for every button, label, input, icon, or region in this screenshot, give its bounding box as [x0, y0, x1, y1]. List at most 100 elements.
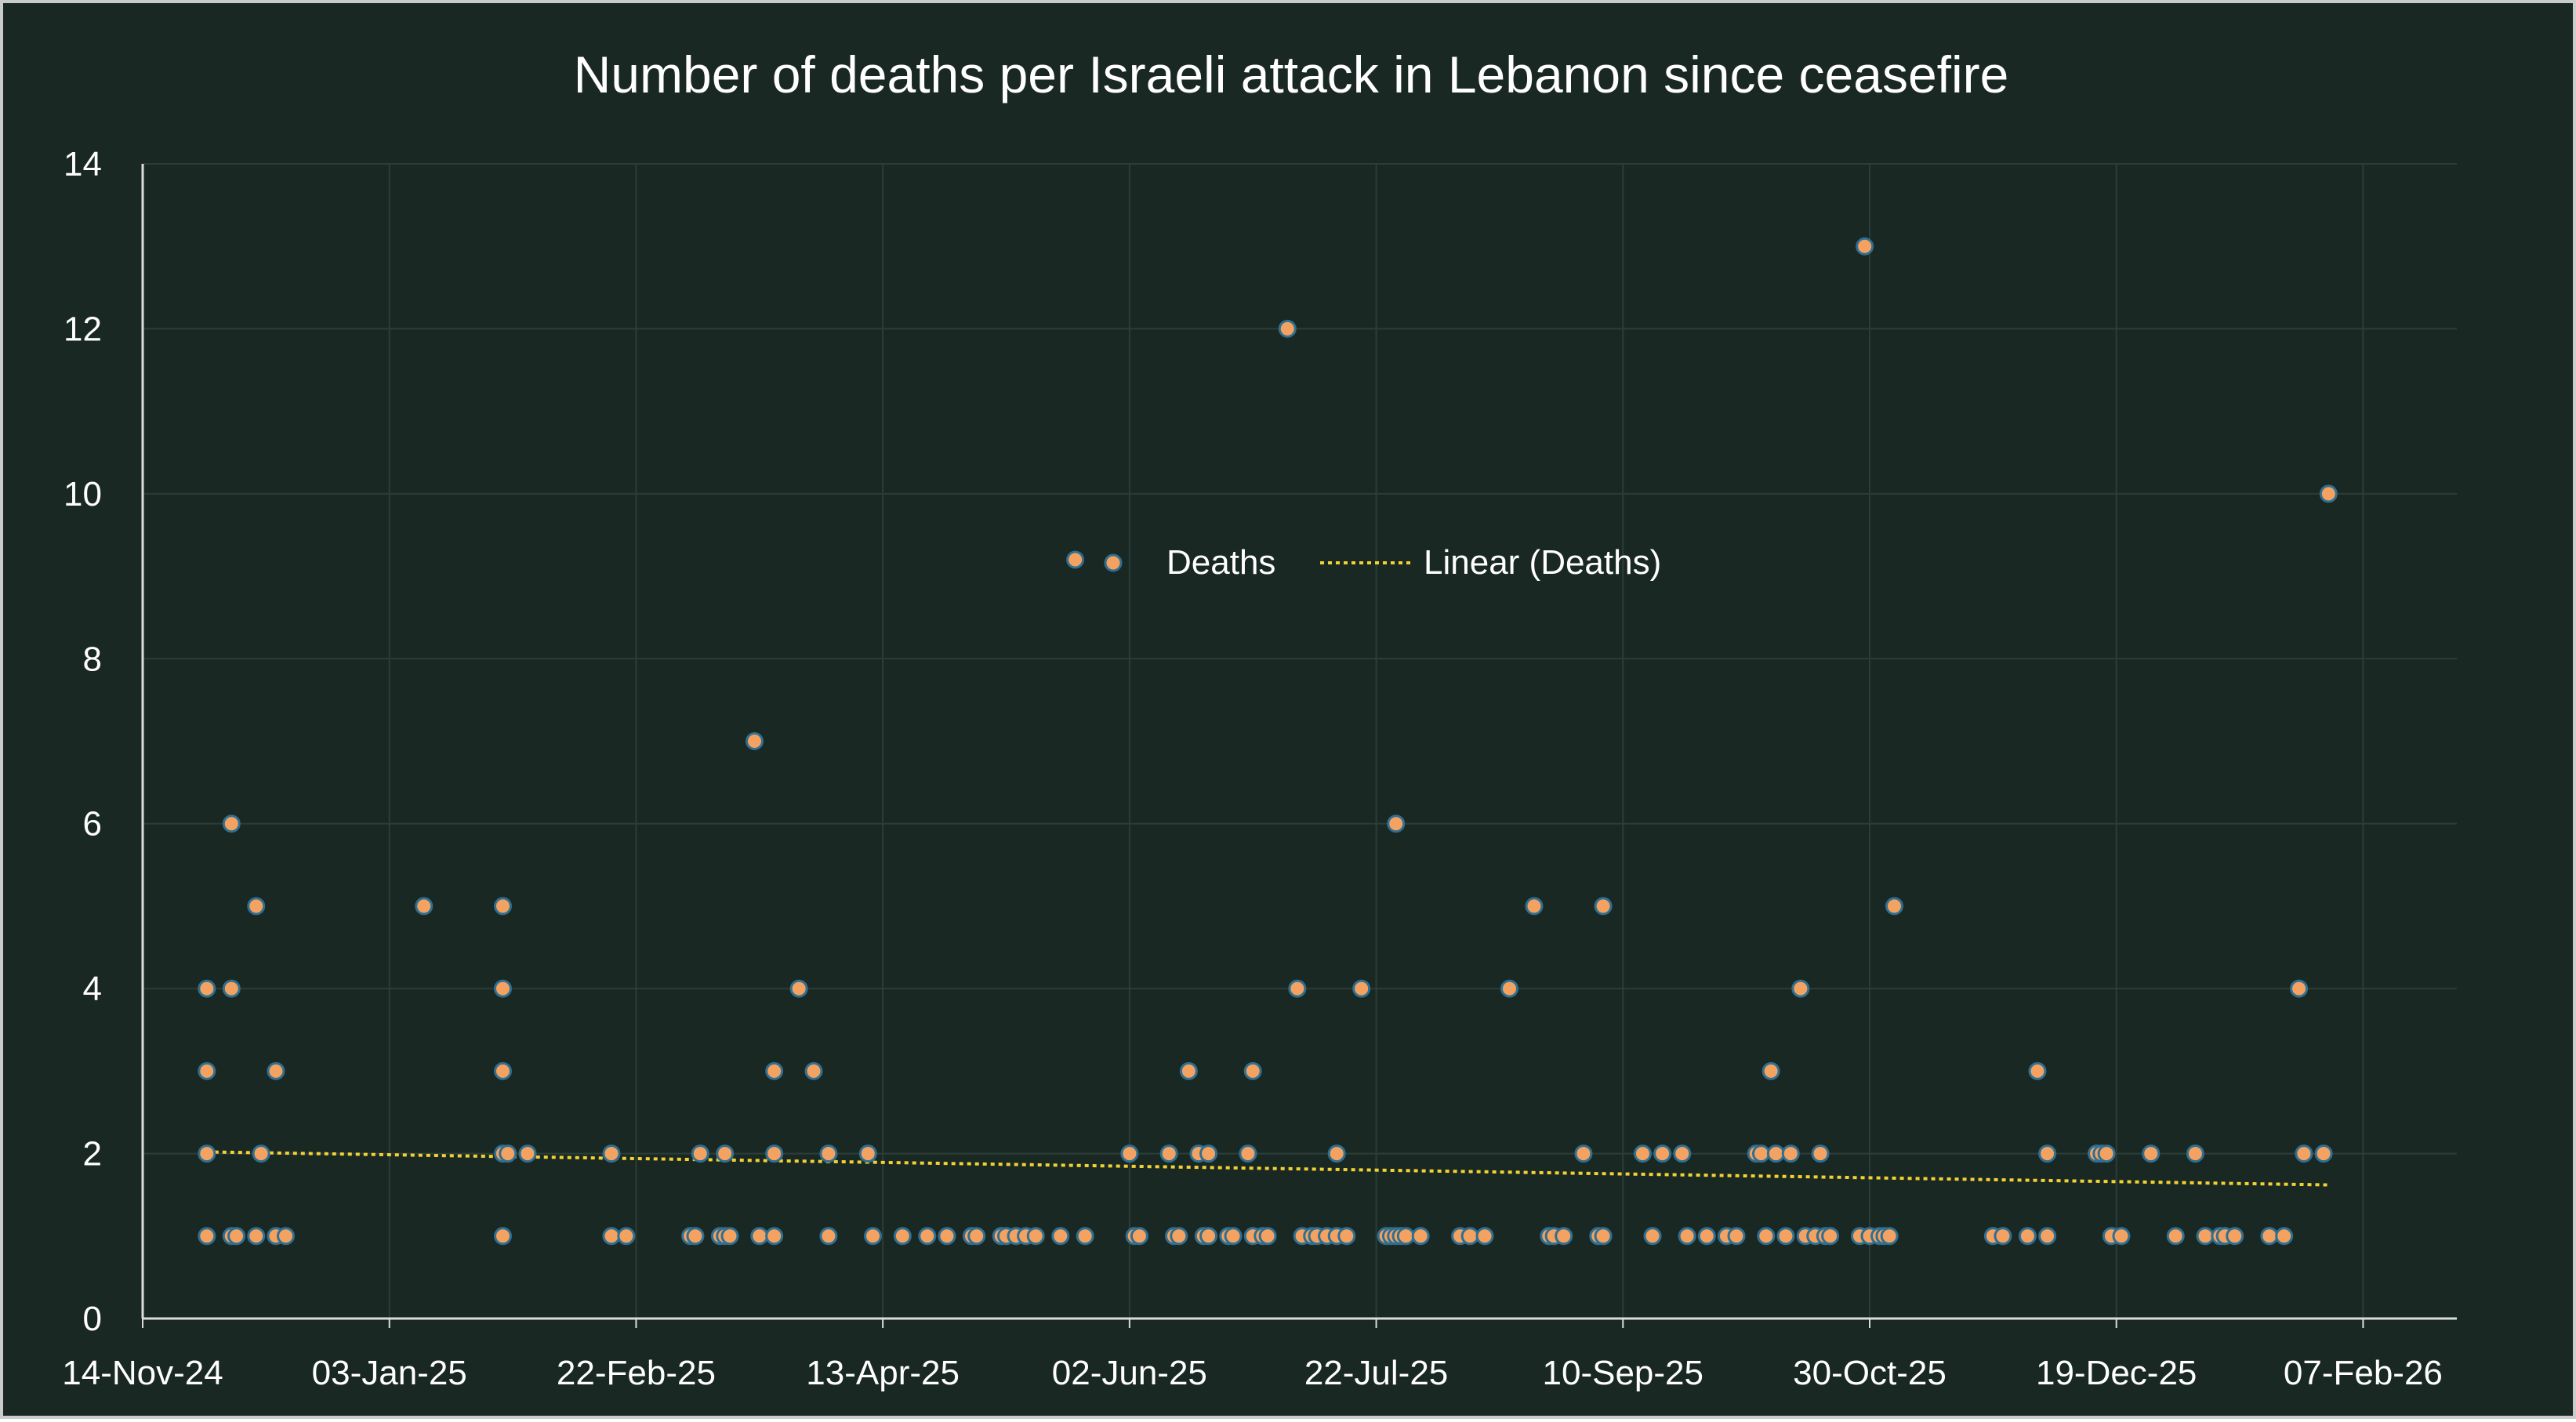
- data-point: [1387, 814, 1406, 833]
- data-point: [1525, 897, 1544, 916]
- data-point: [1051, 1227, 1070, 1246]
- data-point: [493, 1227, 512, 1246]
- data-point: [1500, 979, 1519, 998]
- y-tick-label: 0: [83, 1300, 102, 1338]
- data-point: [1811, 1144, 1830, 1163]
- data-point: [1761, 1061, 1780, 1080]
- data-point: [2166, 1227, 2185, 1246]
- trendline-layer: [206, 1150, 2329, 1187]
- x-tick-label: 14-Nov-24: [62, 1354, 223, 1392]
- data-point: [222, 814, 241, 833]
- data-point: [2097, 1144, 2116, 1163]
- data-point: [1179, 1061, 1198, 1080]
- x-tick-label: 19-Dec-25: [2036, 1354, 2197, 1392]
- data-point: [1026, 1227, 1045, 1246]
- data-point: [2186, 1144, 2204, 1163]
- data-point: [1396, 1227, 1415, 1246]
- y-tick-label: 6: [83, 805, 102, 843]
- data-point: [1821, 1227, 1840, 1246]
- data-point: [1120, 1144, 1139, 1163]
- data-point: [1258, 1227, 1277, 1246]
- data-point: [2295, 1144, 2313, 1163]
- data-point: [1243, 1061, 1262, 1080]
- y-tick-label: 10: [63, 475, 102, 513]
- data-point: [2112, 1227, 2131, 1246]
- data-point: [1475, 1227, 1494, 1246]
- x-tick-label: 22-Jul-25: [1304, 1354, 1448, 1392]
- data-point: [1224, 1227, 1243, 1246]
- data-point: [1352, 979, 1371, 998]
- legend-label-deaths: Deaths: [1166, 543, 1275, 582]
- x-tick-label: 13-Apr-25: [806, 1354, 960, 1392]
- data-point: [1076, 1227, 1094, 1246]
- y-tick-label: 12: [63, 310, 102, 348]
- data-point: [1574, 1144, 1593, 1163]
- data-point: [2142, 1144, 2161, 1163]
- data-point: [1288, 979, 1307, 998]
- data-point: [1643, 1227, 1662, 1246]
- trendline: [206, 1150, 2329, 1187]
- data-point: [1791, 979, 1810, 998]
- chart-canvas: Number of deaths per Israeli attack in L…: [62, 45, 2457, 1392]
- x-tick-label: 07-Feb-26: [2284, 1354, 2443, 1392]
- data-point: [1766, 1144, 1785, 1163]
- gridlines: [143, 163, 2457, 1319]
- data-point: [1239, 1144, 1257, 1163]
- data-point: [198, 1061, 216, 1080]
- data-point: [617, 1227, 636, 1246]
- data-point: [2226, 1227, 2244, 1246]
- x-tick-label: 10-Sep-25: [1543, 1354, 1703, 1392]
- data-point: [499, 1144, 517, 1163]
- data-point: [2275, 1227, 2294, 1246]
- data-point: [2260, 1227, 2279, 1246]
- x-tick-label: 30-Oct-25: [1793, 1354, 1947, 1392]
- data-point: [1994, 1227, 2012, 1246]
- data-point: [1199, 1227, 1218, 1246]
- data-point: [1066, 550, 1085, 569]
- x-tick-label: 03-Jan-25: [312, 1354, 467, 1392]
- data-point: [893, 1227, 912, 1246]
- data-point: [918, 1227, 937, 1246]
- data-point: [1678, 1227, 1696, 1246]
- data-point: [493, 979, 512, 998]
- data-point: [1460, 1227, 1479, 1246]
- data-point: [1752, 1144, 1771, 1163]
- y-tick-labels: 0 2 4 6 8 10 12 14: [63, 145, 102, 1338]
- data-point: [789, 979, 808, 998]
- data-point: [267, 1061, 285, 1080]
- data-point: [198, 1227, 216, 1246]
- data-point: [493, 897, 512, 916]
- data-point: [2018, 1227, 2037, 1246]
- data-point: [1594, 897, 1613, 916]
- x-tick-label: 02-Jun-25: [1052, 1354, 1207, 1392]
- data-point: [2038, 1227, 2057, 1246]
- data-point: [1776, 1227, 1795, 1246]
- data-point: [745, 732, 764, 750]
- data-point: [1411, 1227, 1430, 1246]
- data-point: [765, 1061, 784, 1080]
- data-point: [1594, 1227, 1613, 1246]
- data-point: [2196, 1227, 2215, 1246]
- chart-title: Number of deaths per Israeli attack in L…: [574, 45, 2009, 103]
- data-point: [252, 1144, 270, 1163]
- data-point: [1278, 319, 1297, 338]
- data-point: [765, 1227, 784, 1246]
- data-point: [1727, 1227, 1746, 1246]
- data-point: [518, 1144, 537, 1163]
- data-point: [247, 1227, 266, 1246]
- legend-label-trendline: Linear (Deaths): [1424, 543, 1661, 582]
- data-point: [1880, 1227, 1899, 1246]
- data-point: [1327, 1144, 1346, 1163]
- data-point: [686, 1227, 705, 1246]
- data-point: [720, 1227, 739, 1246]
- data-point: [2319, 484, 2338, 503]
- y-tick-label: 2: [83, 1135, 102, 1174]
- y-tick-label: 14: [63, 145, 102, 183]
- data-point: [222, 979, 241, 998]
- axes: [141, 164, 2457, 1320]
- data-point: [493, 1061, 512, 1080]
- data-point: [1130, 1227, 1148, 1246]
- x-tick-labels: 14-Nov-24 03-Jan-25 22-Feb-25 13-Apr-25 02-J…: [62, 1319, 2443, 1392]
- data-point: [804, 1061, 823, 1080]
